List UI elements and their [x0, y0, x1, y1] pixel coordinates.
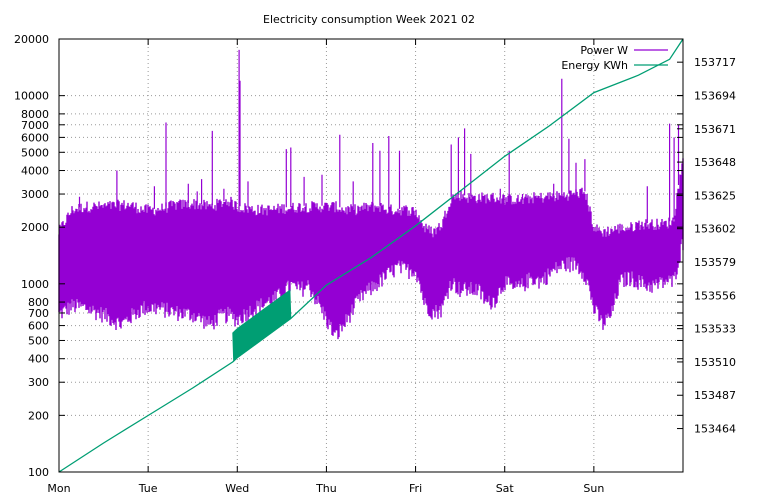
y2-tick-label: 153694: [694, 89, 736, 102]
y2-tick-label: 153717: [694, 56, 736, 69]
y-tick-label: 2000: [21, 221, 49, 234]
power-series-band: [58, 158, 684, 340]
y-tick-label: 20000: [14, 33, 49, 46]
y-tick-label: 500: [28, 334, 49, 347]
energy-series-line: [58, 38, 684, 473]
y2-tick-label: 153625: [694, 189, 736, 202]
x-tick-label: Mon: [47, 482, 70, 495]
legend: Power W Energy KWh: [561, 44, 668, 72]
y-tick-label: 5000: [21, 146, 49, 159]
y2-tick-label: 153487: [694, 389, 736, 402]
y-tick-label: 700: [28, 307, 49, 320]
y-tick-label: 1000: [21, 278, 49, 291]
y2-tick-label: 153671: [694, 123, 736, 136]
x-tick-label: Sun: [583, 482, 604, 495]
x-tick-label: Sat: [496, 482, 515, 495]
x-tick-label: Tue: [138, 482, 158, 495]
y2-tick-label: 153556: [694, 289, 736, 302]
plot-area: [58, 38, 684, 473]
y2-tick-label: 153579: [694, 256, 736, 269]
x-tick-label: Wed: [225, 482, 249, 495]
y-tick-label: 600: [28, 320, 49, 333]
y-tick-label: 300: [28, 376, 49, 389]
chart-title: Electricity consumption Week 2021 02: [263, 13, 475, 26]
y2-tick-label: 153510: [694, 356, 736, 369]
y2-tick-label: 153602: [694, 223, 736, 236]
y-tick-label: 10000: [14, 90, 49, 103]
y-tick-label: 100: [28, 466, 49, 479]
y2-tick-label: 153533: [694, 323, 736, 336]
y-tick-label: 400: [28, 353, 49, 366]
y-tick-label: 3000: [21, 188, 49, 201]
y-tick-label: 200: [28, 409, 49, 422]
y2-tick-label: 153464: [694, 423, 736, 436]
x-tick-label: Thu: [315, 482, 337, 495]
y-tick-label: 6000: [21, 131, 49, 144]
y2-tick-label: 153648: [694, 156, 736, 169]
x-tick-label: Fri: [409, 482, 422, 495]
legend-label: Energy KWh: [561, 59, 628, 72]
y-tick-label: 7000: [21, 119, 49, 132]
plot-frame: [58, 38, 684, 473]
y-tick-label: 800: [28, 296, 49, 309]
legend-label: Power W: [580, 44, 628, 57]
y-tick-label: 4000: [21, 165, 49, 178]
y-tick-label: 8000: [21, 108, 49, 121]
power-spikes: [78, 49, 680, 224]
